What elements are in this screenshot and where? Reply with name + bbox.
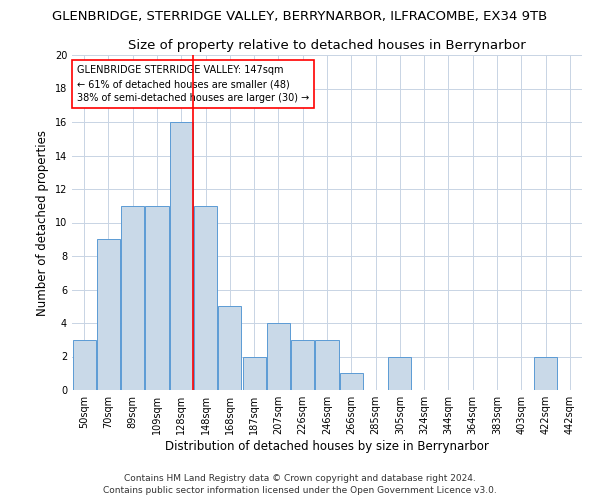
Bar bbox=[242, 356, 266, 390]
Title: Size of property relative to detached houses in Berrynarbor: Size of property relative to detached ho… bbox=[128, 40, 526, 52]
Bar bbox=[170, 122, 193, 390]
Bar bbox=[388, 356, 412, 390]
Y-axis label: Number of detached properties: Number of detached properties bbox=[36, 130, 49, 316]
Bar bbox=[194, 206, 217, 390]
Bar bbox=[97, 240, 120, 390]
Bar bbox=[145, 206, 169, 390]
Text: Contains HM Land Registry data © Crown copyright and database right 2024.
Contai: Contains HM Land Registry data © Crown c… bbox=[103, 474, 497, 495]
Text: GLENBRIDGE STERRIDGE VALLEY: 147sqm
← 61% of detached houses are smaller (48)
38: GLENBRIDGE STERRIDGE VALLEY: 147sqm ← 61… bbox=[77, 65, 310, 103]
Bar bbox=[121, 206, 144, 390]
Bar bbox=[267, 323, 290, 390]
X-axis label: Distribution of detached houses by size in Berrynarbor: Distribution of detached houses by size … bbox=[165, 440, 489, 453]
Bar bbox=[73, 340, 95, 390]
Bar bbox=[291, 340, 314, 390]
Bar bbox=[340, 373, 363, 390]
Text: GLENBRIDGE, STERRIDGE VALLEY, BERRYNARBOR, ILFRACOMBE, EX34 9TB: GLENBRIDGE, STERRIDGE VALLEY, BERRYNARBO… bbox=[52, 10, 548, 23]
Bar bbox=[218, 306, 241, 390]
Bar bbox=[316, 340, 338, 390]
Bar bbox=[534, 356, 557, 390]
